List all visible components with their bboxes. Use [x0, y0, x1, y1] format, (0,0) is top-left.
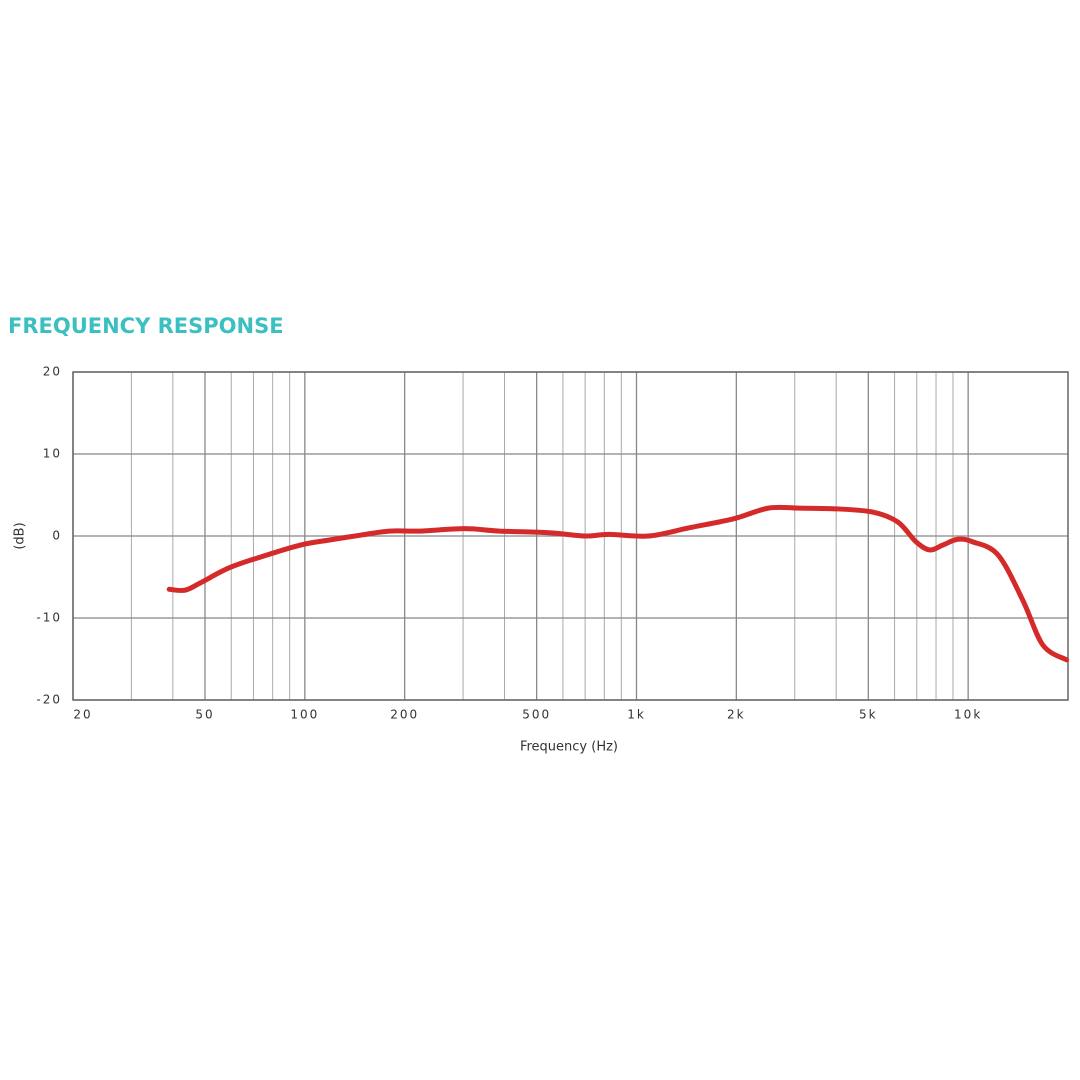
x-tick-label: 500: [522, 708, 551, 722]
plot-frame: [72, 371, 1069, 701]
x-tick-label: 1k: [627, 708, 646, 722]
y-tick-label: 10: [43, 447, 62, 461]
x-tick-label: 5k: [859, 708, 878, 722]
x-tick-label: 10k: [954, 708, 982, 722]
x-tick-label: 20: [73, 708, 92, 722]
x-tick-label: 200: [390, 708, 419, 722]
response-line: [166, 504, 1070, 663]
x-tick-label: 100: [290, 708, 319, 722]
x-tick-label: 2k: [727, 708, 746, 722]
y-tick-label: 20: [43, 365, 62, 379]
y-tick-label: -10: [36, 611, 62, 625]
y-tick-label: -20: [36, 693, 62, 707]
x-tick-label: 50: [195, 708, 214, 722]
y-tick-label: 0: [52, 529, 62, 543]
chart-title: FREQUENCY RESPONSE: [8, 314, 284, 338]
y-axis-label: (dB): [13, 522, 28, 549]
x-axis-label: Frequency (Hz): [520, 740, 618, 755]
